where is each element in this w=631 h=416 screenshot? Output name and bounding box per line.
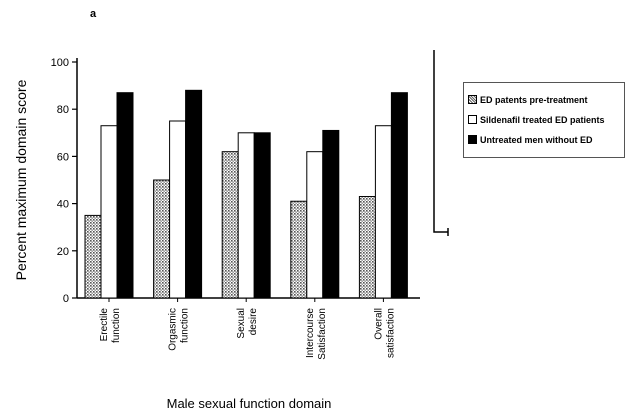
x-tick-label-line: Sexual bbox=[236, 308, 247, 339]
legend-swatch-pretreatment bbox=[468, 95, 477, 104]
bar-sildenafil bbox=[306, 151, 324, 299]
bar-untreated bbox=[390, 92, 408, 299]
x-tick-label-line: satisfaction bbox=[385, 308, 396, 358]
y-tick-label: 60 bbox=[57, 151, 69, 163]
legend-item-sildenafil: Sildenafil treated ED patients bbox=[468, 115, 605, 125]
x-tick-label: Orgasmicfunction bbox=[168, 308, 191, 351]
legend-label-pretreatment: ED patents pre-treatment bbox=[480, 95, 588, 105]
x-tick-label-line: function bbox=[111, 308, 122, 343]
legend: ED patents pre-treatment Sildenafil trea… bbox=[463, 82, 625, 158]
bar-sildenafil bbox=[237, 132, 255, 299]
legend-swatch-sildenafil bbox=[468, 115, 477, 124]
x-axis-label: Male sexual function domain bbox=[167, 396, 332, 411]
bar-pretreatment bbox=[153, 179, 171, 299]
legend-item-pretreatment: ED patents pre-treatment bbox=[468, 95, 588, 105]
x-tick-label: Sexualdesire bbox=[236, 308, 259, 339]
panel-label: a bbox=[90, 8, 97, 20]
bar-sildenafil bbox=[374, 125, 392, 299]
bar-pretreatment bbox=[290, 200, 308, 299]
x-tick-label-line: desire bbox=[248, 308, 259, 336]
bars bbox=[84, 89, 408, 299]
legend-label-untreated: Untreated men without ED bbox=[480, 135, 593, 145]
y-tick-label: 80 bbox=[57, 104, 69, 116]
y-axis-label: Percent maximum domain score bbox=[13, 79, 29, 280]
labels: Percent maximum domain score Male sexual … bbox=[13, 79, 396, 411]
bar-untreated bbox=[253, 132, 271, 299]
y-tick-label: 20 bbox=[57, 246, 69, 258]
x-tick-label: IntercourseSatisfaction bbox=[305, 308, 328, 360]
x-tick-label-line: Overall bbox=[373, 308, 384, 340]
x-tick-label-line: Orgasmic bbox=[168, 308, 179, 351]
bar-untreated bbox=[185, 89, 203, 299]
bracket-line bbox=[433, 50, 449, 236]
legend-swatch-untreated bbox=[468, 135, 477, 144]
y-tick-label: 40 bbox=[57, 199, 69, 211]
bar-pretreatment bbox=[84, 214, 102, 299]
x-tick-label-line: Satisfaction bbox=[317, 308, 328, 360]
bar-untreated bbox=[116, 92, 134, 299]
bar-untreated bbox=[322, 129, 340, 299]
x-tick-label-line: Intercourse bbox=[305, 308, 316, 358]
x-tick-label-line: function bbox=[180, 308, 191, 343]
y-tick-label: 0 bbox=[63, 293, 69, 305]
x-tick-label: Erectilefunction bbox=[99, 308, 122, 343]
x-tick-label: Overallsatisfaction bbox=[373, 308, 396, 358]
bar-sildenafil bbox=[169, 120, 187, 299]
bar-pretreatment bbox=[221, 151, 239, 299]
legend-item-untreated: Untreated men without ED bbox=[468, 135, 593, 145]
bar-sildenafil bbox=[100, 125, 118, 299]
x-tick-label-line: Erectile bbox=[99, 308, 110, 342]
bar-pretreatment bbox=[358, 196, 376, 299]
y-tick-label: 100 bbox=[51, 57, 69, 69]
legend-label-sildenafil: Sildenafil treated ED patients bbox=[480, 115, 605, 125]
